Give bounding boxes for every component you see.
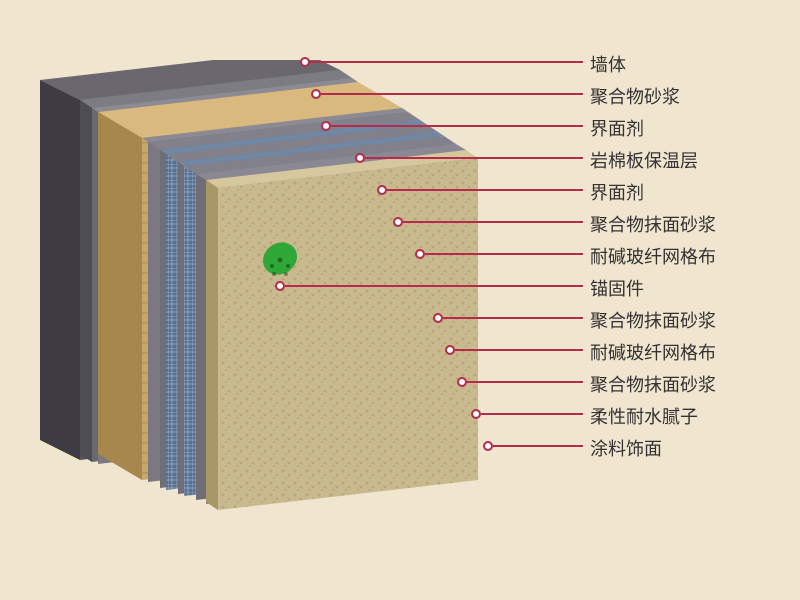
layer-label: 锚固件 <box>590 275 644 301</box>
leader-line <box>467 381 583 383</box>
leader-line <box>310 61 583 63</box>
layer-label: 涂料饰面 <box>590 435 662 461</box>
layer-label: 聚合物抹面砂浆 <box>590 371 716 397</box>
layer-label: 岩棉板保温层 <box>590 147 698 173</box>
leader-dot <box>445 345 455 355</box>
leader-dot <box>415 249 425 259</box>
leader-line <box>425 253 583 255</box>
layer-label: 聚合物抹面砂浆 <box>590 307 716 333</box>
wall-side <box>40 80 80 460</box>
leader-line <box>321 93 583 95</box>
leader-dot <box>457 377 467 387</box>
rockwool-side <box>98 112 142 480</box>
finish-front <box>218 158 478 510</box>
leader-line <box>443 317 583 319</box>
mortar1-side <box>80 100 92 462</box>
leader-line <box>331 125 583 127</box>
leader-line <box>493 445 583 447</box>
leader-dot <box>433 313 443 323</box>
leader-line <box>285 285 583 287</box>
leader-dot <box>275 281 285 291</box>
leader-dot <box>300 57 310 67</box>
layer-label: 界面剂 <box>590 115 644 141</box>
layer-label: 界面剂 <box>590 179 644 205</box>
layer-label: 柔性耐水腻子 <box>590 403 698 429</box>
layer-label: 耐碱玻纤网格布 <box>590 243 716 269</box>
leader-line <box>403 221 583 223</box>
leader-line <box>455 349 583 351</box>
leader-line <box>481 413 583 415</box>
leader-dot <box>321 121 331 131</box>
leader-line <box>365 157 583 159</box>
layer-label: 聚合物抹面砂浆 <box>590 211 716 237</box>
leader-dot <box>355 153 365 163</box>
leader-dot <box>483 441 493 451</box>
leader-line <box>387 189 583 191</box>
wall-layers-diagram <box>40 60 520 540</box>
layer-label: 耐碱玻纤网格布 <box>590 339 716 365</box>
leader-dot <box>471 409 481 419</box>
leader-dot <box>393 217 403 227</box>
layer-label: 墙体 <box>590 51 626 77</box>
leader-dot <box>377 185 387 195</box>
finish-side <box>206 180 218 510</box>
leader-dot <box>311 89 321 99</box>
layer-label: 聚合物砂浆 <box>590 83 680 109</box>
